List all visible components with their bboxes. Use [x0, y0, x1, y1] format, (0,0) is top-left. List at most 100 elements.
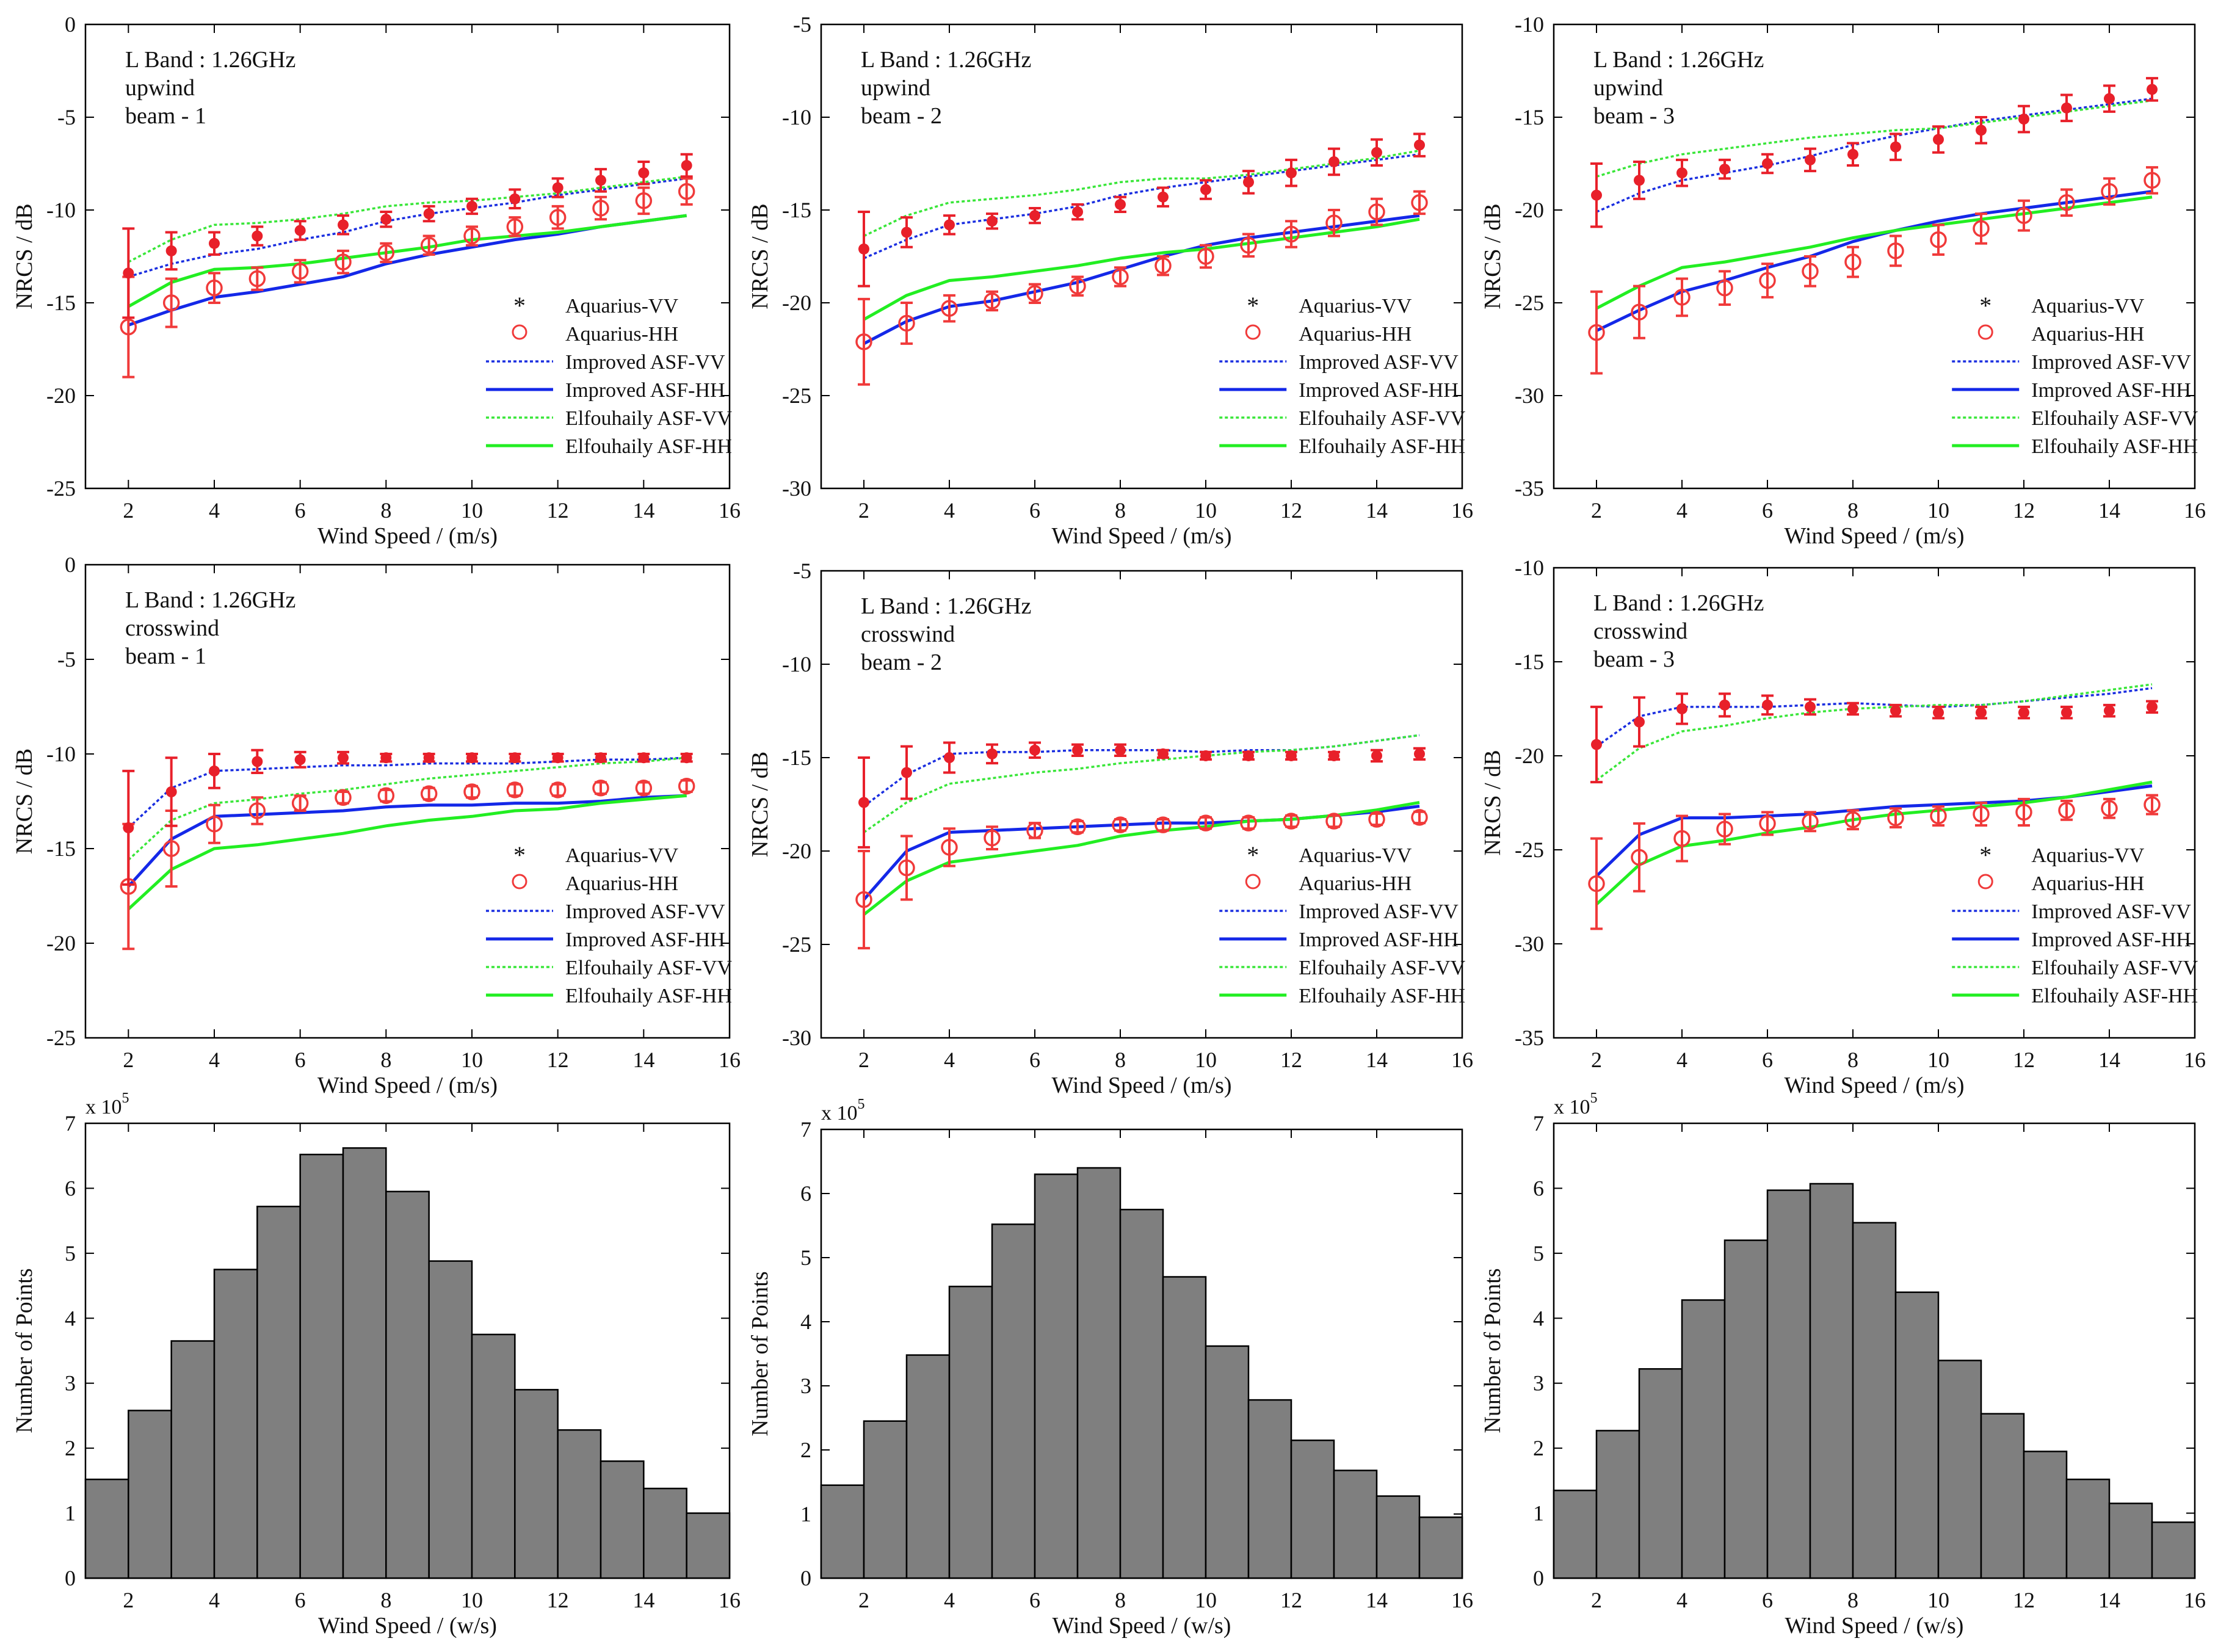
aquarius-hh-marker: [549, 209, 567, 226]
y-tick-label: -20: [1515, 198, 1544, 222]
histogram-bar: [1418, 1516, 1463, 1579]
y-tick-label: 7: [65, 1111, 76, 1136]
x-tick-label: 10: [1195, 1588, 1217, 1612]
aquarius-vv-marker: [1676, 167, 1687, 179]
aquarius-vv-marker: [1890, 705, 1901, 717]
aquarius-hh-marker: [1802, 813, 1819, 830]
x-tick-label: 14: [632, 1048, 654, 1072]
aquarius-vv-marker: [2147, 701, 2158, 712]
aquarius-vv-marker: [1762, 699, 1773, 711]
x-tick-label: 6: [1762, 1588, 1773, 1612]
y-tick-label: -15: [1515, 105, 1544, 129]
annotation-line: L Band : 1.26GHz: [1593, 590, 1764, 616]
exponent-base: x 10: [821, 1102, 858, 1125]
x-tick-label: 8: [1115, 1048, 1126, 1072]
aquarius-hh-marker: [2101, 183, 2118, 200]
x-tick-label: 14: [1366, 1048, 1388, 1072]
chart-panel-2: 2 4 6 8 10 12 14 16 -30 -25 -20 -15 -10 -5 Wind Speed …: [747, 12, 1473, 549]
x-tick-label: 16: [2184, 498, 2206, 523]
x-tick-label: 10: [1927, 1588, 1949, 1612]
aquarius-vv-marker: [1072, 744, 1083, 756]
improved-asf-vv-line: [863, 153, 1420, 259]
histogram-bar: [1375, 1495, 1421, 1579]
aquarius-hh-marker: [1154, 816, 1172, 833]
y-tick-label: 2: [800, 1438, 811, 1462]
legend-label: Elfouhaily ASF-HH: [2031, 985, 2198, 1007]
aquarius-vv-marker: [1847, 148, 1858, 160]
annotation-line: L Band : 1.26GHz: [861, 47, 1031, 73]
legend-label: Aquarius-HH: [1299, 872, 1412, 895]
y-axis-label: Number of Points: [12, 1268, 37, 1433]
aquarius-vv-marker: [1371, 147, 1382, 158]
legend-label: Aquarius-HH: [565, 872, 678, 895]
aquarius-hh-marker: [941, 839, 958, 856]
aquarius-vv-marker: [2147, 84, 2158, 95]
y-tick-label: -10: [1515, 556, 1544, 580]
aquarius-vv-marker: [338, 752, 349, 764]
histogram-bar: [863, 1420, 908, 1579]
x-tick-label: 4: [1676, 1048, 1687, 1072]
aquarius-vv-marker: [858, 797, 869, 808]
histogram-bar: [557, 1429, 602, 1579]
aquarius-vv-marker: [944, 752, 955, 763]
legend-label: Elfouhaily ASF-HH: [2031, 435, 2198, 458]
aquarius-vv-marker: [1328, 156, 1339, 167]
exponent-power: 5: [1590, 1090, 1598, 1106]
aquarius-vv-marker: [1371, 750, 1382, 761]
aquarius-hh-marker: [1631, 303, 1648, 321]
histogram-bar: [905, 1354, 951, 1579]
histogram-bar: [1894, 1291, 1940, 1579]
y-tick-label: 3: [65, 1371, 76, 1396]
y-tick-label: -5: [57, 105, 76, 129]
legend: * Aquarius-VV Aquarius-HH Improved ASF-VV Im…: [1219, 841, 1466, 1007]
histogram-bar: [514, 1389, 559, 1579]
legend-label: Improved ASF-VV: [565, 900, 725, 923]
plot-area-frame: [1553, 567, 2196, 1039]
aquarius-vv-marker: [1634, 175, 1645, 186]
aquarius-vv-marker: [2061, 707, 2072, 719]
aquarius-hh-marker: [1197, 814, 1214, 831]
aquarius-hh-marker: [291, 794, 309, 812]
legend-label: Aquarius-HH: [1299, 323, 1412, 346]
aquarius-hh-marker: [678, 183, 695, 200]
aquarius-vv-marker: [944, 219, 955, 231]
aquarius-hh-marker: [1154, 257, 1172, 274]
legend-symbol-aquarius-hh: [512, 874, 527, 889]
x-tick-label: 4: [944, 1588, 955, 1612]
aquarius-vv-marker: [1029, 210, 1040, 222]
aquarius-vv-marker: [1847, 703, 1858, 714]
aquarius-hh-marker: [549, 781, 567, 799]
x-tick-label: 8: [380, 1588, 391, 1612]
y-tick-label: -5: [57, 647, 76, 672]
y-tick-label: 5: [65, 1241, 76, 1266]
improved-asf-hh-line: [127, 794, 687, 888]
x-tick-label: 8: [1115, 498, 1126, 523]
legend-label: Improved ASF-HH: [2031, 929, 2191, 951]
x-axis-label: Wind Speed / (m/s): [317, 523, 498, 549]
aquarius-hh-marker: [2058, 194, 2075, 211]
aquarius-vv-marker: [123, 267, 134, 279]
legend-label: Improved ASF-HH: [565, 379, 725, 402]
aquarius-vv-marker: [1158, 191, 1169, 203]
x-tick-label: 6: [1029, 498, 1040, 523]
y-tick-label: 4: [65, 1306, 76, 1330]
aquarius-hh-marker: [2015, 207, 2032, 224]
legend-label: Improved ASF-HH: [1299, 379, 1459, 402]
aquarius-hh-marker: [678, 777, 695, 795]
y-tick-label: -5: [793, 559, 811, 583]
legend-label: Improved ASF-HH: [2031, 379, 2191, 402]
x-tick-label: 16: [719, 498, 741, 523]
aquarius-vv-marker: [1762, 158, 1773, 169]
aquarius-vv-marker: [987, 216, 998, 227]
y-tick-label: -25: [46, 1026, 76, 1050]
x-tick-label: 8: [1115, 1588, 1126, 1612]
y-axis-label: NRCS / dB: [1480, 750, 1506, 855]
histogram-bar: [428, 1260, 473, 1579]
aquarius-hh-marker: [248, 802, 266, 819]
histogram-bar: [1290, 1440, 1335, 1579]
y-tick-label: 0: [1533, 1566, 1544, 1590]
y-tick-label: -35: [1515, 1026, 1544, 1050]
legend-label: Aquarius-HH: [2031, 323, 2144, 346]
aquarius-hh-marker: [855, 333, 872, 350]
